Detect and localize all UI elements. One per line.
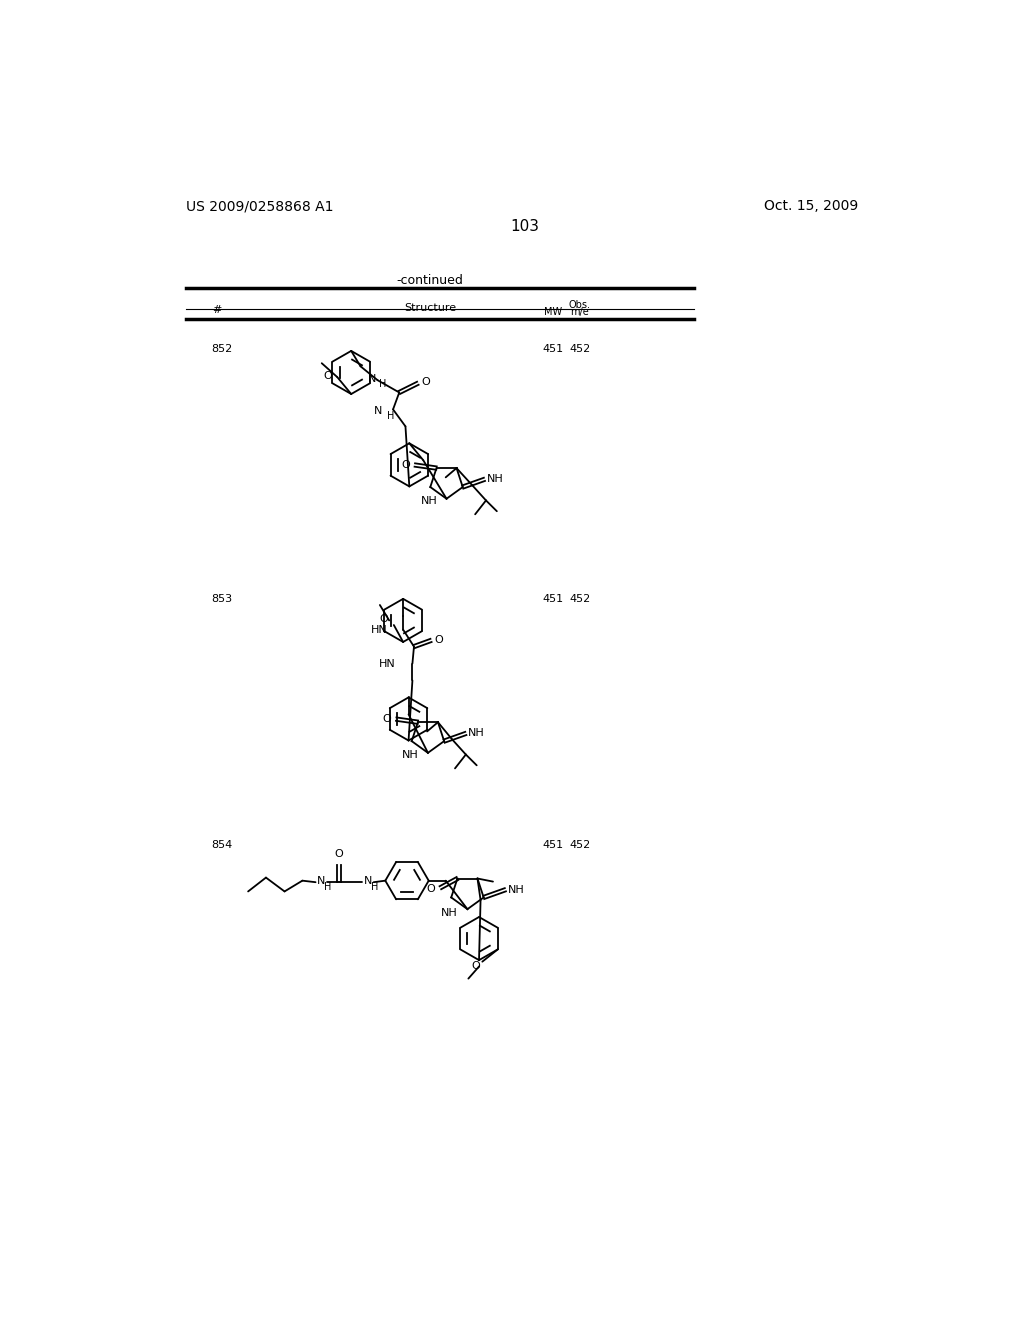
Text: 451: 451 xyxy=(542,841,563,850)
Text: N: N xyxy=(374,407,382,416)
Text: O: O xyxy=(434,635,442,645)
Text: O: O xyxy=(421,376,430,387)
Text: Oct. 15, 2009: Oct. 15, 2009 xyxy=(764,199,858,213)
Text: 451: 451 xyxy=(542,345,563,354)
Text: HN: HN xyxy=(371,624,388,635)
Text: HN: HN xyxy=(379,659,395,668)
Text: O: O xyxy=(401,459,410,470)
Text: N: N xyxy=(364,876,372,887)
Text: NH: NH xyxy=(486,474,504,484)
Text: Obs.: Obs. xyxy=(568,300,591,310)
Text: O: O xyxy=(335,849,343,859)
Text: H: H xyxy=(324,882,332,892)
Text: O: O xyxy=(427,884,435,894)
Text: MW: MW xyxy=(544,308,562,317)
Text: m/e: m/e xyxy=(570,308,589,317)
Text: 452: 452 xyxy=(569,841,591,850)
Text: 103: 103 xyxy=(510,219,540,234)
Text: 853: 853 xyxy=(212,594,232,603)
Text: O: O xyxy=(379,614,388,624)
Text: N: N xyxy=(317,876,326,887)
Text: N: N xyxy=(368,375,376,384)
Text: US 2009/0258868 A1: US 2009/0258868 A1 xyxy=(186,199,334,213)
Text: #: # xyxy=(212,305,221,315)
Text: 451: 451 xyxy=(542,594,563,603)
Text: 854: 854 xyxy=(212,841,232,850)
Text: NH: NH xyxy=(421,496,437,507)
Text: 852: 852 xyxy=(212,345,232,354)
Text: Structure: Structure xyxy=(404,302,457,313)
Text: NH: NH xyxy=(401,750,419,760)
Text: NH: NH xyxy=(441,908,458,919)
Text: 452: 452 xyxy=(569,345,591,354)
Text: NH: NH xyxy=(468,729,485,738)
Text: 452: 452 xyxy=(569,594,591,603)
Text: O: O xyxy=(383,714,391,725)
Text: O: O xyxy=(472,961,480,972)
Text: H: H xyxy=(387,411,394,421)
Text: H: H xyxy=(379,379,386,389)
Text: -continued: -continued xyxy=(397,273,464,286)
Text: H: H xyxy=(371,882,378,892)
Text: O: O xyxy=(324,371,332,380)
Text: NH: NH xyxy=(508,884,524,895)
